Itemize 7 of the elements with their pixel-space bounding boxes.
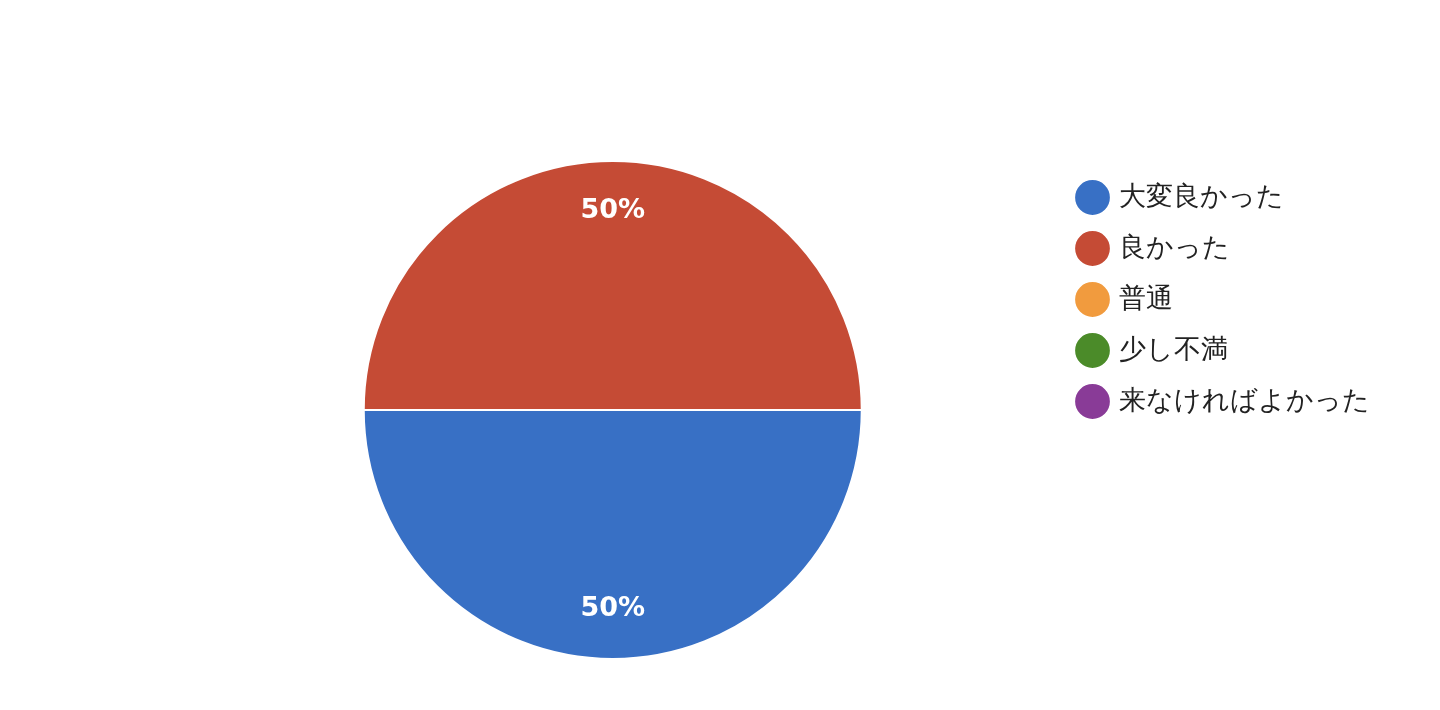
legend-label: 来なければよかった	[1119, 383, 1370, 415]
data-label: 50%	[580, 192, 646, 224]
legend-label: 普通	[1119, 281, 1173, 313]
legend-label: 少し不満	[1119, 332, 1228, 364]
data-label: 50%	[580, 591, 646, 623]
legend-label: 良かった	[1119, 230, 1230, 262]
legend-label: 大変良かった	[1119, 179, 1284, 211]
